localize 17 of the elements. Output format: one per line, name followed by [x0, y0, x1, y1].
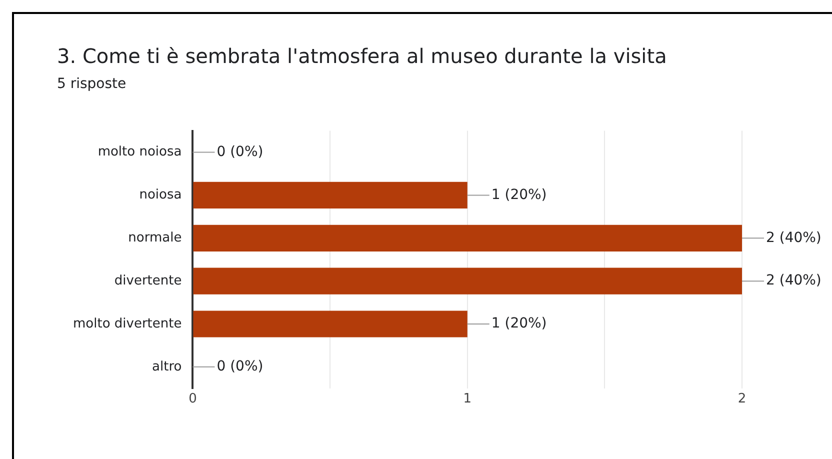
- data-label: 1 (20%): [491, 316, 547, 332]
- y-tick-label: altro: [152, 359, 182, 374]
- data-label: 0 (0%): [216, 358, 264, 375]
- y-tick-label: divertente: [114, 273, 182, 288]
- chart-title: 3. Come ti è sembrata l'atmosfera al museo durante la visita: [57, 44, 667, 68]
- chart-subtitle: 5 risposte: [57, 76, 126, 92]
- data-label: 2 (40%): [766, 230, 822, 246]
- data-label: 0 (0%): [216, 144, 264, 160]
- y-tick-label: normale: [128, 230, 182, 246]
- x-tick-label: 2: [738, 392, 746, 407]
- x-tick-label: 0: [188, 392, 197, 407]
- data-label: 1 (20%): [491, 186, 547, 203]
- data-label: 2 (40%): [766, 272, 822, 289]
- y-tick-label: molto divertente: [72, 316, 182, 332]
- x-tick-label: 1: [463, 392, 472, 407]
- y-tick-label: noiosa: [139, 188, 182, 203]
- y-tick-label: molto noiosa: [98, 144, 182, 160]
